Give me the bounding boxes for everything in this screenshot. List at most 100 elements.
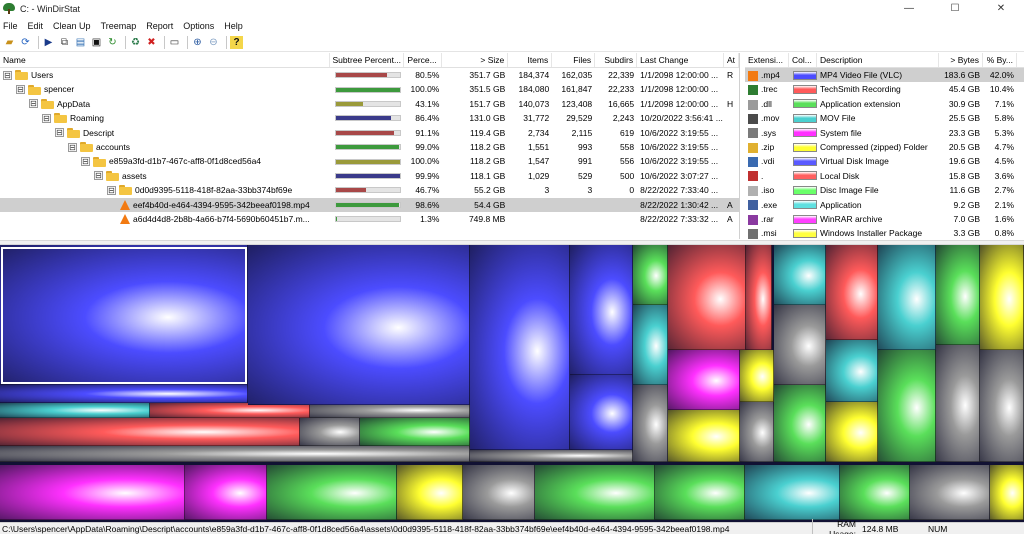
treemap-cell[interactable] [910, 465, 990, 520]
menu-options[interactable]: Options [183, 20, 215, 31]
treemap-cell[interactable] [185, 465, 267, 520]
extension-row[interactable]: .trec TechSmith Recording 45.4 GB 10.4% [745, 82, 1024, 96]
treemap-cell[interactable] [826, 340, 878, 402]
tree-name-cell[interactable]: ⊟ accounts [0, 140, 330, 154]
treemap[interactable] [0, 245, 1024, 522]
tree-row[interactable]: a6d4d4d8-2b8b-4a66-b7f4-5690b60451b7.m..… [0, 212, 739, 226]
extension-row[interactable]: .iso Disc Image File 11.6 GB 2.7% [745, 183, 1024, 197]
treemap-cell[interactable] [668, 410, 740, 462]
treemap-cell[interactable] [470, 245, 570, 450]
tree-row[interactable]: ⊟ assets 99.9% 118.1 GB 1,029 529 500 10/6/2022… [0, 169, 739, 183]
tree-name-cell[interactable]: a6d4d4d8-2b8b-4a66-b7f4-5690b60451b7.m..… [0, 212, 330, 226]
cmd-icon[interactable]: ▣ [91, 36, 102, 48]
tree-name-cell[interactable]: eef4b40d-e464-4394-9595-342beeaf0198.mp4 [0, 198, 330, 212]
treemap-cell[interactable] [826, 402, 878, 462]
tree-row[interactable]: ⊟ Roaming 86.4% 131.0 GB 31,772 29,529 2,243 10… [0, 111, 739, 125]
treemap-cell[interactable] [633, 305, 668, 385]
treemap-cell[interactable] [980, 245, 1024, 350]
tree-name-cell[interactable]: ⊟ Descript [0, 126, 330, 140]
extension-row[interactable]: .rar WinRAR archive 7.0 GB 1.6% [745, 212, 1024, 226]
column-files[interactable]: Files [552, 53, 596, 67]
close-button[interactable]: ✕ [996, 3, 1006, 14]
column-percent-bytes[interactable]: % By... [983, 53, 1017, 67]
treemap-cell[interactable] [0, 465, 185, 520]
treemap-cell[interactable] [840, 465, 910, 520]
treemap-cell[interactable] [0, 446, 470, 462]
treemap-cell[interactable] [633, 385, 668, 462]
collapse-toggle-icon[interactable]: ⊟ [55, 128, 64, 138]
column-items[interactable]: Items [508, 53, 553, 67]
column-last-change[interactable]: Last Change [637, 53, 725, 67]
tree-row[interactable]: ⊟ 0d0d9395-5118-418f-82aa-33bb374bf69e 46.… [0, 183, 739, 197]
column-subdirs[interactable]: Subdirs [595, 53, 638, 67]
collapse-toggle-icon[interactable]: ⊟ [42, 113, 51, 123]
tree-row[interactable]: ⊟ Descript 91.1% 119.4 GB 2,734 2,115 619 10/6/… [0, 126, 739, 140]
collapse-toggle-icon[interactable]: ⊟ [29, 99, 38, 109]
treemap-cell[interactable] [936, 345, 980, 462]
column-name[interactable]: Name [0, 53, 330, 67]
treemap-cell[interactable] [668, 350, 740, 410]
tree-row[interactable]: ⊟ AppData 43.1% 151.7 GB 140,073 123,408 16,66… [0, 97, 739, 111]
collapse-toggle-icon[interactable]: ⊟ [16, 85, 25, 95]
tree-name-cell[interactable]: ⊟ AppData [0, 97, 330, 111]
treemap-cell[interactable] [774, 245, 826, 305]
treemap-cell[interactable] [655, 465, 745, 520]
refresh-icon[interactable]: ⟳ [21, 36, 30, 48]
column-extension[interactable]: Extensi... [745, 53, 789, 67]
recycle-icon[interactable]: ♻ [131, 36, 140, 48]
treemap-cell[interactable] [878, 245, 936, 350]
column-description[interactable]: Description [817, 53, 939, 67]
treemap-cell[interactable] [633, 245, 668, 305]
explore-icon[interactable]: ▤ [75, 36, 86, 48]
treemap-cell[interactable] [360, 418, 470, 446]
refresh-all-icon[interactable]: ↻ [108, 36, 117, 48]
treemap-cell[interactable] [740, 350, 774, 402]
treemap-cell[interactable] [570, 375, 633, 450]
column-bytes[interactable]: > Bytes [939, 53, 983, 67]
minimize-button[interactable]: — [904, 3, 914, 14]
collapse-toggle-icon[interactable]: ⊟ [81, 157, 90, 167]
treemap-cell[interactable] [470, 450, 633, 462]
treemap-cell[interactable] [990, 465, 1024, 520]
menu-file[interactable]: File [3, 20, 18, 31]
delete-icon[interactable]: ✖ [147, 36, 156, 48]
extension-row[interactable]: .dll Application extension 30.9 GB 7.1% [745, 97, 1024, 111]
play-icon[interactable]: ▶ [44, 36, 53, 48]
column-attributes[interactable]: At [724, 53, 739, 67]
treemap-cell[interactable] [267, 465, 397, 520]
extension-row[interactable]: . Local Disk 15.8 GB 3.6% [745, 169, 1024, 183]
tree-name-cell[interactable]: ⊟ assets [0, 169, 330, 183]
treemap-cell[interactable] [774, 305, 826, 385]
collapse-toggle-icon[interactable]: ⊟ [107, 185, 116, 195]
treemap-cell[interactable] [535, 465, 655, 520]
open-icon[interactable]: ▰ [5, 36, 14, 48]
extension-row[interactable]: .mp4 MP4 Video File (VLC) 183.6 GB 42.0% [745, 68, 1024, 83]
treemap-cell[interactable] [745, 465, 840, 520]
treemap-cell[interactable] [0, 245, 248, 385]
menu-help[interactable]: Help [224, 20, 243, 31]
menu-treemap[interactable]: Treemap [100, 20, 137, 31]
extension-row[interactable]: .sys System file 23.3 GB 5.3% [745, 126, 1024, 140]
tree-name-cell[interactable]: ⊟ e859a3fd-d1b7-467c-aff8-0f1d8ced56a4 [0, 154, 330, 168]
treemap-cell[interactable] [570, 245, 633, 375]
tree-row[interactable]: ⊟ Users 80.5% 351.7 GB 184,374 162,035 22,339 1… [0, 68, 739, 82]
collapse-toggle-icon[interactable]: ⊟ [3, 70, 12, 80]
pane-splitter[interactable] [0, 240, 1024, 245]
treemap-cell[interactable] [668, 245, 746, 350]
collapse-toggle-icon[interactable]: ⊟ [94, 171, 103, 181]
help-icon[interactable]: ? [230, 36, 243, 49]
menu-edit[interactable]: Edit [27, 20, 44, 31]
tree-row[interactable]: ⊟ e859a3fd-d1b7-467c-aff8-0f1d8ced56a4 100… [0, 154, 739, 168]
tree-name-cell[interactable]: ⊟ spencer [0, 82, 330, 96]
extension-row[interactable]: .zip Compressed (zipped) Folder 20.5 GB 4.7… [745, 140, 1024, 154]
menu-clean-up[interactable]: Clean Up [53, 20, 91, 31]
properties-icon[interactable]: ▭ [169, 36, 180, 48]
column-size[interactable]: > Size [442, 53, 509, 67]
tree-row[interactable]: ⊟ accounts 99.0% 118.2 GB 1,551 993 558 10/6/20… [0, 140, 739, 154]
treemap-cell[interactable] [826, 245, 878, 340]
tree-name-cell[interactable]: ⊟ 0d0d9395-5118-418f-82aa-33bb374bf69e [0, 183, 330, 197]
treemap-cell[interactable] [300, 418, 360, 446]
tree-row[interactable]: ⊟ spencer 100.0% 351.5 GB 184,080 161,847 22,2… [0, 82, 739, 96]
extension-row[interactable]: .mov MOV File 25.5 GB 5.8% [745, 111, 1024, 125]
treemap-cell[interactable] [774, 385, 826, 462]
